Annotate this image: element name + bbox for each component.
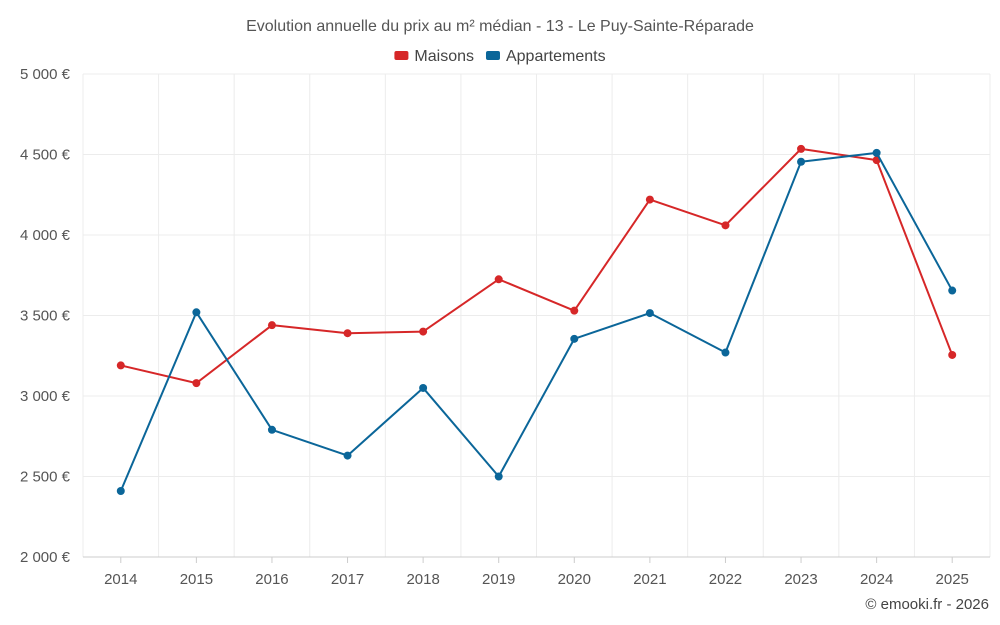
- y-tick-label: 3 000 €: [20, 388, 71, 405]
- data-point: [721, 221, 730, 230]
- legend-swatch: [394, 51, 409, 60]
- x-tick-label: 2017: [331, 571, 364, 588]
- legend-label: Maisons: [414, 48, 474, 65]
- legend-swatch: [485, 51, 500, 60]
- y-tick-label: 5 000 €: [20, 66, 71, 83]
- legend-item[interactable]: Appartements: [485, 48, 606, 65]
- data-point: [192, 308, 201, 317]
- series-layer: [116, 144, 957, 495]
- data-point: [948, 350, 957, 359]
- data-point: [570, 334, 579, 343]
- y-tick-label: 2 000 €: [20, 549, 71, 566]
- credit-text: © emooki.fr - 2026: [865, 596, 989, 613]
- series-line: [120, 147, 954, 385]
- data-point: [116, 486, 125, 495]
- x-tick-label: 2016: [255, 571, 288, 588]
- x-axis: 2014 2015 2016 2017 2018 2019 2020 2021 2022 2023…: [83, 556, 990, 588]
- x-tick-label: 2018: [406, 571, 439, 588]
- y-axis: 2 000 € 2 500 € 3 000 € 3 500 € 4 000 € 4 500…: [20, 66, 71, 566]
- data-point: [116, 361, 125, 370]
- data-point: [797, 157, 806, 166]
- data-point: [343, 451, 352, 460]
- data-point: [192, 379, 201, 388]
- legend: Maisons Appartements: [394, 48, 606, 65]
- data-point: [721, 348, 730, 357]
- x-tick-label: 2020: [558, 571, 591, 588]
- data-point: [267, 425, 276, 434]
- data-point: [645, 309, 654, 318]
- chart-title: Evolution annuelle du prix au m² médian …: [246, 18, 754, 35]
- series-appartements: [116, 148, 957, 495]
- x-tick-label: 2025: [936, 571, 969, 588]
- data-point: [872, 148, 881, 157]
- data-point: [948, 286, 957, 295]
- data-point: [494, 472, 503, 481]
- y-tick-label: 4 500 €: [20, 147, 71, 164]
- x-tick-label: 2024: [860, 571, 893, 588]
- x-tick-label: 2014: [104, 571, 137, 588]
- legend-label: Appartements: [506, 48, 606, 65]
- x-tick-label: 2023: [784, 571, 817, 588]
- legend-item[interactable]: Maisons: [394, 48, 474, 65]
- grid: [82, 73, 991, 558]
- data-point: [570, 306, 579, 315]
- y-tick-label: 2 500 €: [20, 469, 71, 486]
- data-point: [343, 329, 352, 338]
- data-point: [419, 327, 428, 336]
- x-tick-label: 2022: [709, 571, 742, 588]
- data-point: [419, 383, 428, 392]
- data-point: [645, 195, 654, 204]
- y-tick-label: 4 000 €: [20, 227, 71, 244]
- series-maisons: [116, 144, 957, 388]
- data-point: [494, 275, 503, 284]
- data-point: [267, 321, 276, 330]
- x-tick-label: 2021: [633, 571, 666, 588]
- data-point: [797, 144, 806, 153]
- x-tick-label: 2015: [180, 571, 213, 588]
- y-tick-label: 3 500 €: [20, 308, 71, 325]
- x-tick-label: 2019: [482, 571, 515, 588]
- series-line: [119, 151, 954, 492]
